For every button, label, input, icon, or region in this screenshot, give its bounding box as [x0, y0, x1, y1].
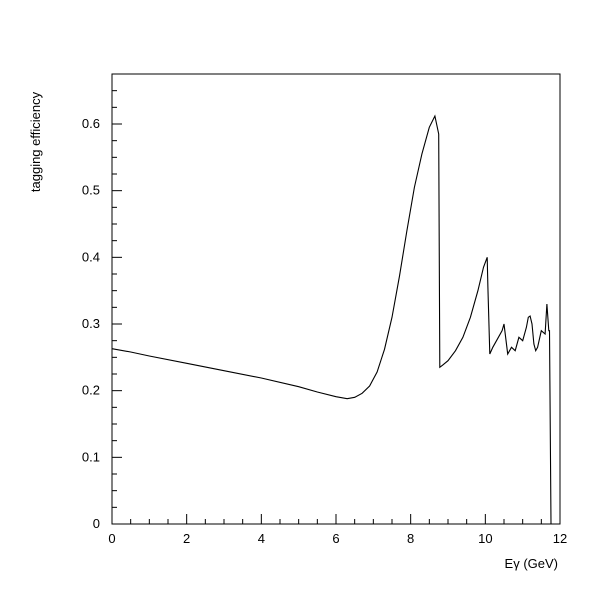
x-axis-tick-labels: 0 2 4 6 8 10 12	[108, 531, 567, 546]
y-axis-ticks	[112, 73, 122, 525]
x-tick-label: 10	[478, 531, 492, 546]
y-tick-label: 0.1	[82, 449, 100, 464]
y-axis-tick-labels: 0 0.1 0.2 0.3 0.4 0.5 0.6	[82, 116, 100, 531]
y-tick-label: 0	[93, 516, 100, 531]
y-tick-label: 0.2	[82, 383, 100, 398]
x-tick-label: 12	[553, 531, 567, 546]
efficiency-curve	[111, 114, 552, 525]
x-tick-label: 0	[108, 531, 115, 546]
x-axis-ticks	[111, 514, 561, 524]
x-tick-label: 8	[407, 531, 414, 546]
y-tick-label: 0.5	[82, 183, 100, 198]
plot-frame	[111, 73, 561, 525]
x-tick-label: 4	[258, 531, 265, 546]
y-tick-label: 0.4	[82, 249, 100, 264]
y-axis-label: tagging efficiency	[28, 91, 43, 192]
x-tick-label: 6	[332, 531, 339, 546]
x-axis-label: Eγ (GeV)	[505, 556, 558, 571]
y-tick-label: 0.6	[82, 116, 100, 131]
y-tick-label: 0.3	[82, 316, 100, 331]
x-tick-label: 2	[183, 531, 190, 546]
